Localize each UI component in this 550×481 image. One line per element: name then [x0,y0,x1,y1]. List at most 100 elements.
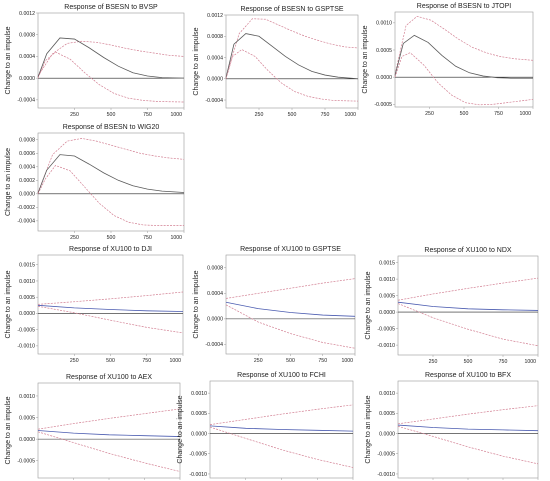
x-tick-label: 250 [429,359,438,365]
y-tick-label: 0.0015 [379,260,395,266]
irf-panel-response-of-xu100-to-ndx: Response of XU100 to NDX Change to an imp… [365,247,539,365]
y-tick-label: -0.0010 [377,343,395,349]
y-tick-label: 0.0000 [19,192,35,198]
y-tick-label: -0.0010 [17,344,35,350]
upper-confidence-band-line [37,291,184,305]
irf-panel-response-of-bsesn-to-wig20: Response of BSESN to WIG20 Change to an i… [5,124,185,241]
impulse-response-line [37,304,184,312]
x-tick-label: 750 [494,111,503,117]
upper-confidence-band-line [225,18,359,78]
lower-confidence-band-line [37,305,184,334]
lower-confidence-band-line [209,426,354,468]
y-tick-label: 0.0000 [19,311,35,317]
x-tick-label: 500 [460,111,469,117]
panel-title: Response of BSESN to JTOPI [417,3,511,10]
upper-confidence-band-line [225,278,356,299]
upper-confidence-band-line [397,277,539,301]
y-tick-label: 0.0004 [207,291,223,297]
y-tick-label: -0.0005 [17,459,35,465]
impulse-response-line [37,154,185,194]
y-tick-label: 0.0008 [207,266,223,272]
panel-title: Response of XU100 to BFX [425,372,511,379]
plot-frame [397,255,539,356]
y-tick-label: -0.0004 [17,98,35,104]
upper-confidence-band-line [394,15,534,75]
x-tick-label: 1000 [169,358,181,364]
y-axis-label: Change to an impulse [193,270,200,338]
y-axis-label: Change to an impulse [5,396,12,464]
impulse-response-line [397,424,539,432]
y-tick-label: 0.0010 [19,394,35,400]
y-tick-label: -0.0004 [205,98,223,104]
y-axis-label: Change to an impulse [5,26,12,94]
x-tick-label: 1000 [170,235,182,241]
y-tick-label: -0.0002 [17,205,35,211]
impulse-response-line [37,37,185,79]
y-tick-label: 0.0000 [191,431,207,437]
panel-title: Response of BSESN to BVSP [64,4,158,11]
y-tick-label: -0.0005 [377,326,395,332]
panel-title: Response of XU100 to NDX [424,247,511,254]
lower-confidence-band-line [37,51,185,103]
y-tick-label: -0.0005 [377,452,395,458]
x-tick-label: 500 [464,359,473,365]
irf-panel-response-of-xu100-to-gsptse: Response of XU100 to GSPTSE Change to an … [193,246,356,364]
y-tick-label: -0.0004 [205,342,223,348]
x-tick-label: 500 [107,112,116,118]
lower-confidence-band-line [225,49,359,102]
plot-frame [225,14,359,109]
y-tick-label: 0.0008 [19,33,35,39]
impulse-response-line [209,425,354,432]
x-tick-label: 250 [254,358,263,364]
y-tick-label: 0.0004 [19,165,35,171]
x-tick-label: 500 [106,358,115,364]
plot-frame [37,254,184,355]
y-tick-label: 0.0000 [19,437,35,443]
y-tick-label: 0.0005 [19,415,35,421]
y-tick-label: 0.0000 [207,77,223,83]
x-tick-label: 1000 [170,112,182,118]
irf-panel-response-of-xu100-to-bfx: Response of XU100 to BFX Change to an imp… [365,372,539,480]
x-tick-label: 1000 [519,111,531,117]
lower-confidence-band-line [394,52,534,106]
y-tick-label: -0.0004 [17,219,35,225]
lower-confidence-band-line [37,431,181,472]
upper-confidence-band-line [37,138,185,193]
x-tick-label: 750 [499,359,508,365]
impulse-response-line [397,301,539,311]
irf-panel-response-of-bsesn-to-jtopi: Response of BSESN to JTOPI Change to an i… [362,3,534,117]
x-tick-label: 250 [70,235,79,241]
y-tick-label: -0.0010 [377,472,395,478]
impulse-response-line [37,430,181,437]
lower-confidence-band-line [225,304,356,349]
y-tick-label: 0.0010 [191,391,207,397]
x-tick-label: 750 [321,112,330,118]
y-tick-label: -0.0005 [374,102,392,108]
y-axis-label: Change to an impulse [362,25,369,93]
irf-panel-response-of-xu100-to-fchi: Response of XU100 to FCHI Change to an im… [177,372,354,480]
y-tick-label: -0.0005 [17,327,35,333]
y-tick-label: 0.0005 [19,295,35,301]
irf-panel-response-of-xu100-to-dji: Response of XU100 to DJI Change to an imp… [5,246,184,364]
y-axis-label: Change to an impulse [177,395,184,463]
y-axis-label: Change to an impulse [5,148,12,216]
x-tick-label: 250 [70,112,79,118]
x-tick-label: 750 [318,358,327,364]
y-axis-label: Change to an impulse [5,270,12,338]
y-tick-label: -0.0005 [189,452,207,458]
panel-title: Response of BSESN to GSPTSE [240,6,343,13]
x-tick-label: 750 [142,358,151,364]
panel-title: Response of XU100 to FCHI [237,372,326,379]
plot-frame [37,12,185,109]
upper-confidence-band-line [37,40,185,77]
irf-panel-response-of-xu100-to-aex: Response of XU100 to AEX Change to an imp… [5,374,181,480]
lower-confidence-band-line [397,303,539,347]
lower-confidence-band-line [397,425,539,465]
x-tick-label: 500 [107,235,116,241]
x-tick-label: 250 [70,358,79,364]
panel-title: Response of BSESN to WIG20 [63,124,160,131]
panel-title: Response of XU100 to DJI [69,246,152,253]
y-tick-label: 0.0010 [19,279,35,285]
y-tick-label: 0.0005 [191,411,207,417]
